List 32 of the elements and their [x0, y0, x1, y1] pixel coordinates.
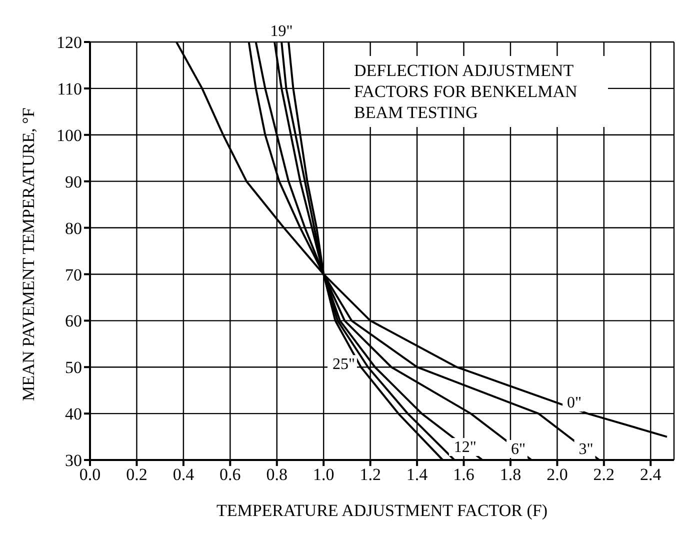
- x-tick-label: 1.2: [360, 465, 381, 484]
- series-label: 3": [578, 441, 594, 458]
- x-tick-label: 0.6: [220, 465, 241, 484]
- y-tick-label: 110: [57, 79, 82, 98]
- y-tick-label: 100: [56, 126, 82, 145]
- text: DEFLECTION ADJUSTMENT FACTORS FOR BENKELMAN BEAM TESTING: [350, 56, 608, 127]
- x-tick-label: 2.0: [546, 465, 568, 484]
- y-axis-title: MEAN PAVEMENT TEMPERATURE, °F: [19, 108, 38, 401]
- x-axis-title: TEMPERATURE ADJUSTMENT FACTOR (F): [216, 501, 548, 520]
- x-tick-label: 1.0: [312, 465, 334, 484]
- series-label: 12": [454, 439, 476, 456]
- y-tick-label: 120: [56, 33, 82, 52]
- x-tick-label: 1.4: [406, 465, 428, 484]
- y-tick-label: 70: [65, 265, 82, 284]
- y-tick-label: 40: [65, 404, 82, 424]
- series-label: 6": [510, 441, 526, 458]
- x-tick-label: 2.4: [640, 465, 662, 484]
- y-tick-label: 80: [65, 218, 82, 238]
- x-tick-label: 0.0: [79, 465, 101, 484]
- y-tick-label: 60: [65, 312, 82, 331]
- series-label: 25": [332, 356, 355, 374]
- x-tick-label: 1.8: [500, 465, 522, 484]
- x-tick-label: 2.2: [593, 465, 615, 484]
- series-label: 0": [567, 394, 582, 412]
- x-tick-label: 0.4: [172, 465, 195, 484]
- y-tick-label: 50: [65, 358, 82, 378]
- y-tick-label: 90: [65, 172, 82, 192]
- x-tick-label: 0.2: [126, 465, 148, 484]
- y-tick-label: 30: [65, 451, 82, 470]
- x-tick-label: 1.6: [453, 465, 474, 484]
- x-tick-label: 0.8: [266, 465, 288, 484]
- series-label: 19": [270, 23, 293, 40]
